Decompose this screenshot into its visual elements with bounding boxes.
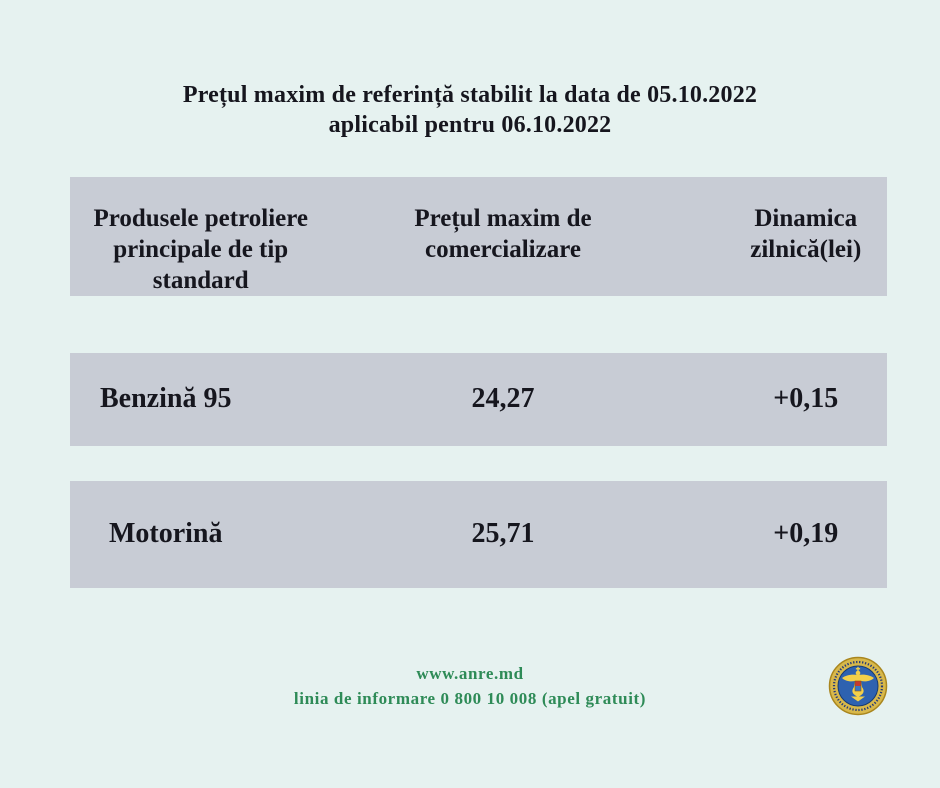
title-line-2: aplicabil pentru 06.10.2022: [328, 112, 612, 138]
product-dynamic: +0,19: [773, 518, 839, 550]
title-line-1: Prețul maxim de referință stabilit la da…: [182, 82, 758, 108]
footer: www.anre.md linia de informare 0 800 10 …: [0, 662, 940, 711]
table-row-benzina-95: Benzină 95 24,27 +0,15: [70, 353, 887, 446]
fuel-price-table: Produsele petroliere principale de tip s…: [70, 177, 887, 588]
info-line-text: linia de informare 0 800 10 008 (apel gr…: [293, 688, 647, 708]
website-text: www.anre.md: [416, 664, 524, 683]
page-title: Prețul maxim de referință stabilit la da…: [0, 80, 940, 140]
product-name: Benzină 95: [99, 383, 232, 415]
product-dynamic: +0,15: [773, 383, 839, 415]
product-name: Motorină: [108, 518, 223, 550]
anre-seal-icon: [828, 656, 888, 716]
header-products: Produsele petroliere principale de tip s…: [93, 205, 308, 294]
header-daily-dynamic: Dinamica zilnică(lei): [750, 205, 862, 263]
table-header-row: Produsele petroliere principale de tip s…: [70, 177, 887, 296]
header-max-price: Prețul maxim de comercializare: [414, 205, 592, 263]
product-price: 25,71: [471, 518, 535, 550]
table-row-motorina: Motorină 25,71 +0,19: [70, 481, 887, 588]
product-price: 24,27: [471, 383, 535, 415]
